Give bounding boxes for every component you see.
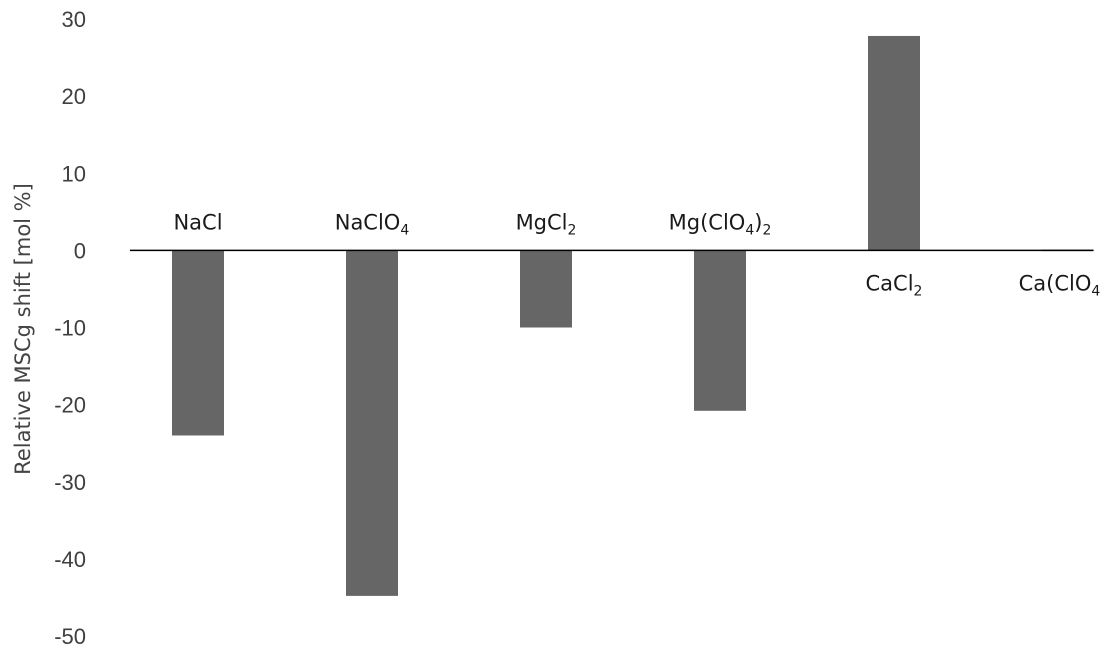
y-tick-label: 30 [62, 7, 86, 32]
y-tick-label: 10 [62, 161, 86, 186]
category-label: NaCl [173, 210, 222, 234]
y-tick-label: -30 [54, 470, 86, 495]
category-label: NaClO4 [335, 210, 410, 238]
bar [346, 250, 398, 596]
y-axis-title: Relative MSCg shift [mol %] [11, 183, 35, 475]
category-label: MgCl2 [516, 210, 577, 238]
y-tick-label: -10 [54, 316, 86, 341]
y-tick-label: 0 [74, 238, 86, 263]
category-label: Ca(ClO4)2 [1019, 271, 1102, 299]
bar [868, 35, 920, 251]
category-labels: NaCl NaClO4 MgCl2 Mg(ClO4)2 CaCl2 Ca(ClO4)2 [173, 210, 1102, 299]
y-tick-label: -50 [54, 624, 86, 649]
bars [172, 35, 1094, 596]
y-axis-ticks: 30 20 10 0 -10 -20 -30 -40 -50 [54, 7, 86, 649]
y-tick-label: 20 [62, 84, 86, 109]
category-label: Mg(ClO4)2 [669, 210, 772, 238]
bar [694, 250, 746, 411]
category-label: CaCl2 [866, 271, 923, 299]
bar [520, 250, 572, 328]
bar [172, 250, 224, 436]
y-tick-label: -40 [54, 547, 86, 572]
y-tick-label: -20 [54, 393, 86, 418]
